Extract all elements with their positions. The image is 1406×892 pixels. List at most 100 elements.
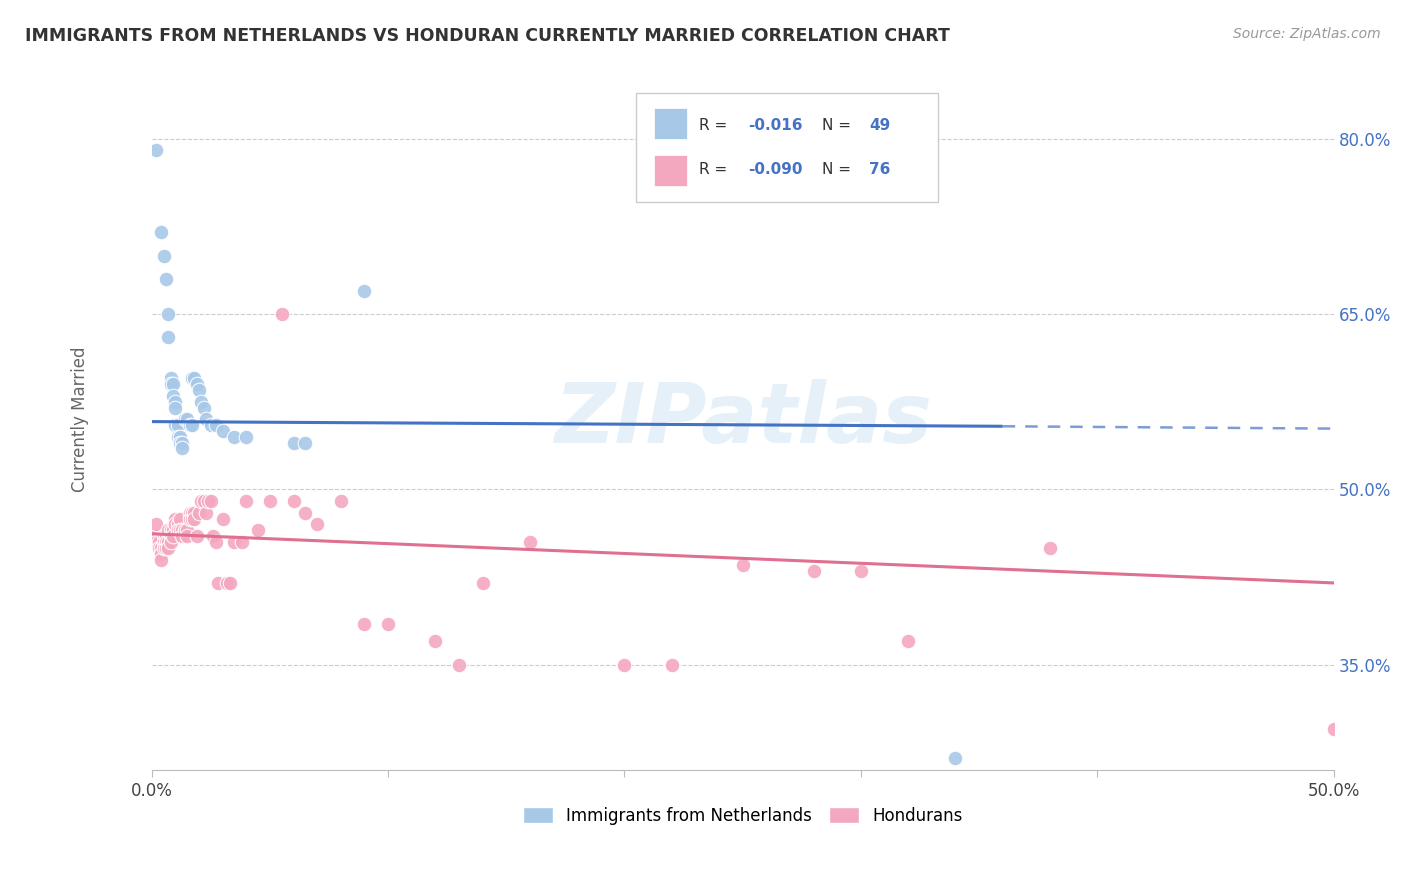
Point <box>145 144 167 158</box>
Point <box>235 494 257 508</box>
Point <box>425 634 447 648</box>
Point <box>190 394 212 409</box>
Point <box>166 524 188 538</box>
Point <box>195 506 218 520</box>
Point <box>207 576 229 591</box>
Point <box>200 418 222 433</box>
Point <box>179 418 201 433</box>
Point <box>166 517 188 532</box>
Point <box>218 576 240 591</box>
Point <box>211 511 233 525</box>
Point <box>235 430 257 444</box>
Point <box>155 535 177 549</box>
Point <box>200 494 222 508</box>
Point <box>148 535 170 549</box>
Legend: Immigrants from Netherlands, Hondurans: Immigrants from Netherlands, Hondurans <box>523 806 963 825</box>
Point <box>945 751 967 765</box>
Point <box>247 524 270 538</box>
Point <box>165 517 187 532</box>
Point <box>157 330 180 344</box>
Point <box>188 383 211 397</box>
Point <box>283 494 305 508</box>
Point <box>202 529 225 543</box>
Text: Source: ZipAtlas.com: Source: ZipAtlas.com <box>1233 27 1381 41</box>
Point <box>519 535 541 549</box>
Point <box>270 307 292 321</box>
Point <box>150 552 173 566</box>
Text: N =: N = <box>823 118 856 133</box>
Point <box>188 506 211 520</box>
Point <box>377 616 399 631</box>
Point <box>169 524 191 538</box>
Point <box>157 541 180 555</box>
Point <box>157 524 180 538</box>
Point <box>166 418 188 433</box>
Point <box>145 517 167 532</box>
Point <box>172 529 194 543</box>
Point <box>193 494 215 508</box>
Point <box>231 535 253 549</box>
Point <box>150 547 173 561</box>
Point <box>294 435 316 450</box>
Point <box>145 535 167 549</box>
Point <box>197 494 219 508</box>
Point <box>661 657 683 672</box>
Point <box>155 529 177 543</box>
Text: IMMIGRANTS FROM NETHERLANDS VS HONDURAN CURRENTLY MARRIED CORRELATION CHART: IMMIGRANTS FROM NETHERLANDS VS HONDURAN … <box>25 27 950 45</box>
Text: N =: N = <box>823 162 856 178</box>
Point <box>211 424 233 438</box>
Point <box>181 371 204 385</box>
Point <box>169 435 191 450</box>
Point <box>169 430 191 444</box>
Point <box>152 535 174 549</box>
FancyBboxPatch shape <box>654 154 688 186</box>
FancyBboxPatch shape <box>637 93 938 202</box>
Point <box>190 494 212 508</box>
Point <box>157 307 180 321</box>
Point <box>165 394 187 409</box>
Point <box>159 524 181 538</box>
Point <box>159 371 181 385</box>
Point <box>181 418 204 433</box>
Point <box>162 377 184 392</box>
Point <box>155 272 177 286</box>
Point <box>172 524 194 538</box>
Point <box>447 657 470 672</box>
Point <box>181 511 204 525</box>
Point <box>165 418 187 433</box>
Point <box>1323 722 1346 736</box>
Point <box>613 657 636 672</box>
Point <box>152 529 174 543</box>
Point <box>803 564 825 578</box>
Point <box>329 494 352 508</box>
Point <box>166 430 188 444</box>
Point <box>159 529 181 543</box>
Text: -0.016: -0.016 <box>748 118 803 133</box>
Point <box>150 541 173 555</box>
Point <box>186 529 208 543</box>
Point <box>155 541 177 555</box>
Y-axis label: Currently Married: Currently Married <box>72 346 89 492</box>
Point <box>195 412 218 426</box>
Point <box>224 535 246 549</box>
Point <box>204 535 226 549</box>
Point <box>471 576 494 591</box>
Text: R =: R = <box>699 118 733 133</box>
Point <box>173 412 195 426</box>
Text: R =: R = <box>699 162 733 178</box>
Point <box>152 541 174 555</box>
Point <box>165 511 187 525</box>
Point <box>183 506 205 520</box>
Point <box>165 401 187 415</box>
Text: -0.090: -0.090 <box>748 162 803 178</box>
Point <box>176 524 198 538</box>
Point <box>176 529 198 543</box>
Point <box>150 225 173 239</box>
Point <box>183 511 205 525</box>
Point <box>179 511 201 525</box>
Point <box>172 442 194 456</box>
Point <box>179 506 201 520</box>
Point <box>159 535 181 549</box>
Point <box>294 506 316 520</box>
Point <box>217 576 239 591</box>
